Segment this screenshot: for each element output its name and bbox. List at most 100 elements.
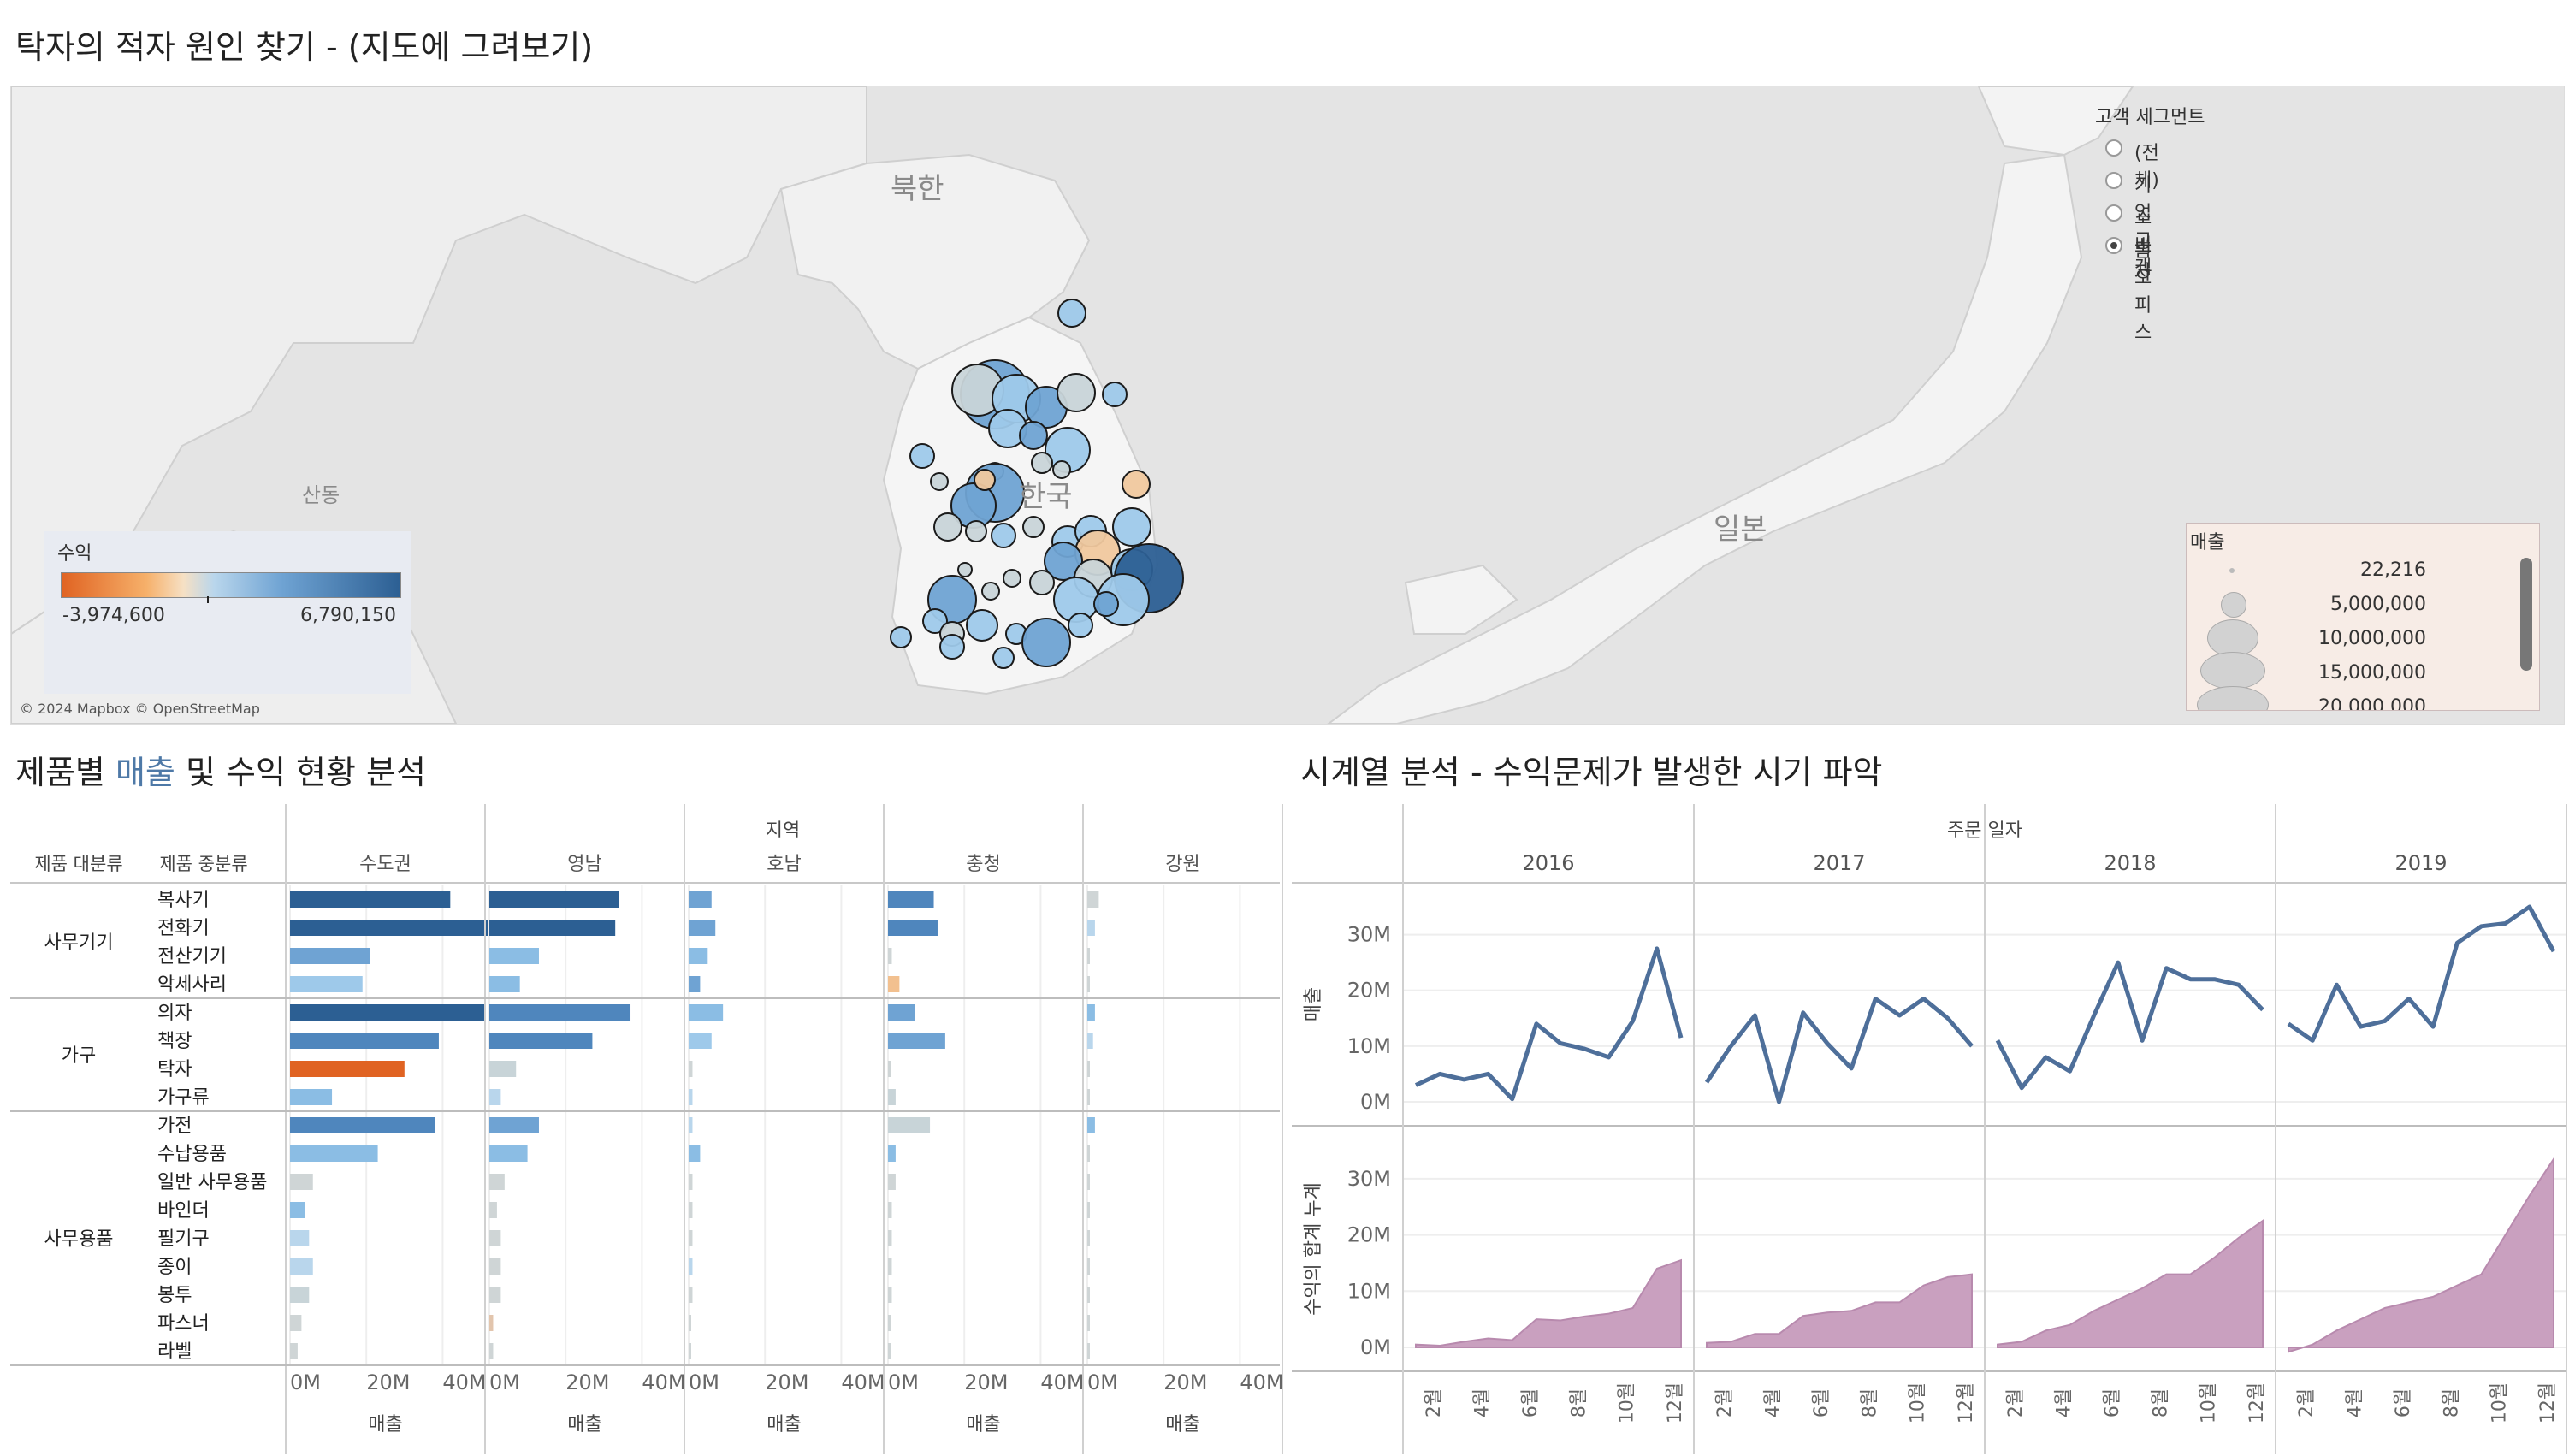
sales-bar bbox=[1087, 1061, 1090, 1077]
sales-bar bbox=[1087, 976, 1090, 992]
sales-bar bbox=[290, 1117, 435, 1133]
sales-bar bbox=[888, 1258, 892, 1275]
sales-size-legend[interactable]: 매출 22,216 5,000,000 10,000,000 15,000,00… bbox=[2186, 523, 2540, 711]
size-legend-scrollbar[interactable] bbox=[2520, 558, 2532, 671]
y-tick-label: 20M bbox=[1347, 979, 1391, 1003]
radio-button[interactable] bbox=[2105, 172, 2122, 189]
month-tick-label: 6월 bbox=[2102, 1388, 2123, 1418]
sales-bar bbox=[290, 1343, 298, 1359]
x-axis-title: 매출 bbox=[1165, 1414, 1199, 1435]
sales-bar bbox=[290, 1145, 378, 1162]
region-header: 강원 bbox=[1165, 854, 1199, 875]
x-tick-label: 20M bbox=[1163, 1370, 1207, 1394]
map-bubble bbox=[930, 472, 949, 491]
segment-filter[interactable]: 고객 세그먼트 (전체) 기업 고객 소비자 홈 오피스 bbox=[2083, 98, 2340, 344]
x-tick-label: 40M bbox=[841, 1370, 885, 1394]
segment-option-label[interactable]: 홈 오피스 bbox=[2134, 240, 2152, 344]
radio-button-selected[interactable] bbox=[2105, 237, 2122, 254]
month-tick-label: 12월 bbox=[2246, 1382, 2268, 1423]
y-tick-label: 0M bbox=[1360, 1335, 1391, 1359]
x-tick-label: 40M bbox=[1240, 1370, 1283, 1394]
segment-option-label[interactable]: 기업 고객 bbox=[2134, 175, 2152, 279]
sales-bar bbox=[489, 1287, 501, 1303]
month-tick-label: 4월 bbox=[1763, 1388, 1785, 1418]
x-tick-label: 20M bbox=[964, 1370, 1008, 1394]
size-legend-title: 매출 bbox=[2190, 532, 2225, 553]
year-header: 2016 bbox=[1522, 851, 1574, 875]
month-tick-label: 8월 bbox=[1859, 1388, 1880, 1418]
x-tick-label: 0M bbox=[888, 1370, 919, 1394]
sales-bar bbox=[888, 1343, 891, 1359]
map-bubble bbox=[1093, 591, 1119, 617]
sales-bar bbox=[489, 891, 619, 908]
subcategory-label: 필기구 bbox=[157, 1228, 210, 1250]
dashboard-title: 탁자의 적자 원인 찾기 - (지도에 그려보기) bbox=[15, 28, 594, 66]
segment-option-label[interactable]: (전체) bbox=[2134, 143, 2159, 192]
sales-bar bbox=[888, 1033, 945, 1049]
month-tick-label: 6월 bbox=[1520, 1388, 1542, 1418]
sales-bar bbox=[290, 1004, 485, 1021]
y-axis-title: 매출 bbox=[1303, 987, 1324, 1021]
subcategory-label: 가전 bbox=[157, 1116, 192, 1137]
subcategory-label: 수납용품 bbox=[157, 1144, 227, 1165]
sales-bar bbox=[888, 1287, 892, 1303]
subcategory-label: 바인더 bbox=[157, 1200, 210, 1222]
x-axis-title: 매출 bbox=[767, 1414, 801, 1435]
y-tick-label: 10M bbox=[1347, 1279, 1391, 1303]
sales-bar bbox=[1087, 1145, 1090, 1162]
sales-bar bbox=[888, 920, 938, 936]
bar-title-suffix: 및 수익 현황 분석 bbox=[175, 754, 426, 791]
month-tick-label: 4월 bbox=[2345, 1388, 2366, 1418]
sales-bar bbox=[1087, 1004, 1095, 1021]
sales-bar bbox=[689, 1089, 693, 1105]
map-bubble bbox=[992, 647, 1015, 669]
map-bubble bbox=[1052, 460, 1071, 479]
subcategory-label: 가구류 bbox=[157, 1087, 210, 1109]
sales-bar bbox=[1087, 920, 1095, 936]
sales-bar bbox=[489, 1343, 494, 1359]
x-tick-label: 40M bbox=[642, 1370, 685, 1394]
month-tick-label: 10월 bbox=[1908, 1382, 1929, 1423]
sales-bar bbox=[1087, 1117, 1095, 1133]
x-tick-label: 40M bbox=[1040, 1370, 1084, 1394]
map-bubble bbox=[933, 512, 962, 542]
profit-gradient-bar bbox=[61, 572, 401, 598]
sales-bar bbox=[888, 891, 934, 908]
map-bubble bbox=[1022, 516, 1045, 538]
sales-bar bbox=[689, 948, 708, 964]
size-legend-value: 22,216 bbox=[2360, 559, 2426, 581]
profit-map[interactable]: 북한 한국 일본 산동 © 2024 Mapbox © OpenStreetMa… bbox=[10, 86, 2565, 725]
sales-bar bbox=[689, 1258, 693, 1275]
sales-line-2017 bbox=[1704, 997, 1974, 1104]
sales-bar bbox=[1087, 1202, 1090, 1218]
subcategory-label: 봉투 bbox=[157, 1285, 192, 1306]
size-marker bbox=[2221, 592, 2246, 618]
map-bubble bbox=[1112, 507, 1151, 547]
sales-bar bbox=[489, 1089, 501, 1105]
sales-bar bbox=[689, 920, 716, 936]
sales-bar bbox=[888, 1004, 915, 1021]
sales-bar bbox=[1087, 1258, 1090, 1275]
segment-option-label[interactable]: 소비자 bbox=[2134, 208, 2152, 284]
x-tick-label: 0M bbox=[489, 1370, 520, 1394]
subcategory-label: 의자 bbox=[157, 1003, 192, 1024]
radio-button[interactable] bbox=[2105, 204, 2122, 222]
map-attribution[interactable]: © 2024 Mapbox © OpenStreetMap bbox=[20, 701, 260, 717]
month-tick-label: 6월 bbox=[2393, 1388, 2414, 1418]
sales-bar bbox=[1087, 948, 1090, 964]
x-tick-label: 0M bbox=[290, 1370, 321, 1394]
sales-bar bbox=[888, 1202, 892, 1218]
map-bubble bbox=[981, 582, 1000, 601]
month-tick-label: 6월 bbox=[1811, 1388, 1832, 1418]
sales-bar bbox=[689, 1033, 712, 1049]
subcategory-label: 라벨 bbox=[157, 1341, 192, 1363]
month-tick-label: 12월 bbox=[1665, 1382, 1686, 1423]
radio-button[interactable] bbox=[2105, 139, 2122, 157]
sales-bar bbox=[489, 948, 539, 964]
size-marker bbox=[2207, 619, 2258, 657]
sales-bar bbox=[888, 948, 892, 964]
subcategory-label: 복사기 bbox=[157, 890, 210, 911]
sales-bar bbox=[689, 976, 701, 992]
